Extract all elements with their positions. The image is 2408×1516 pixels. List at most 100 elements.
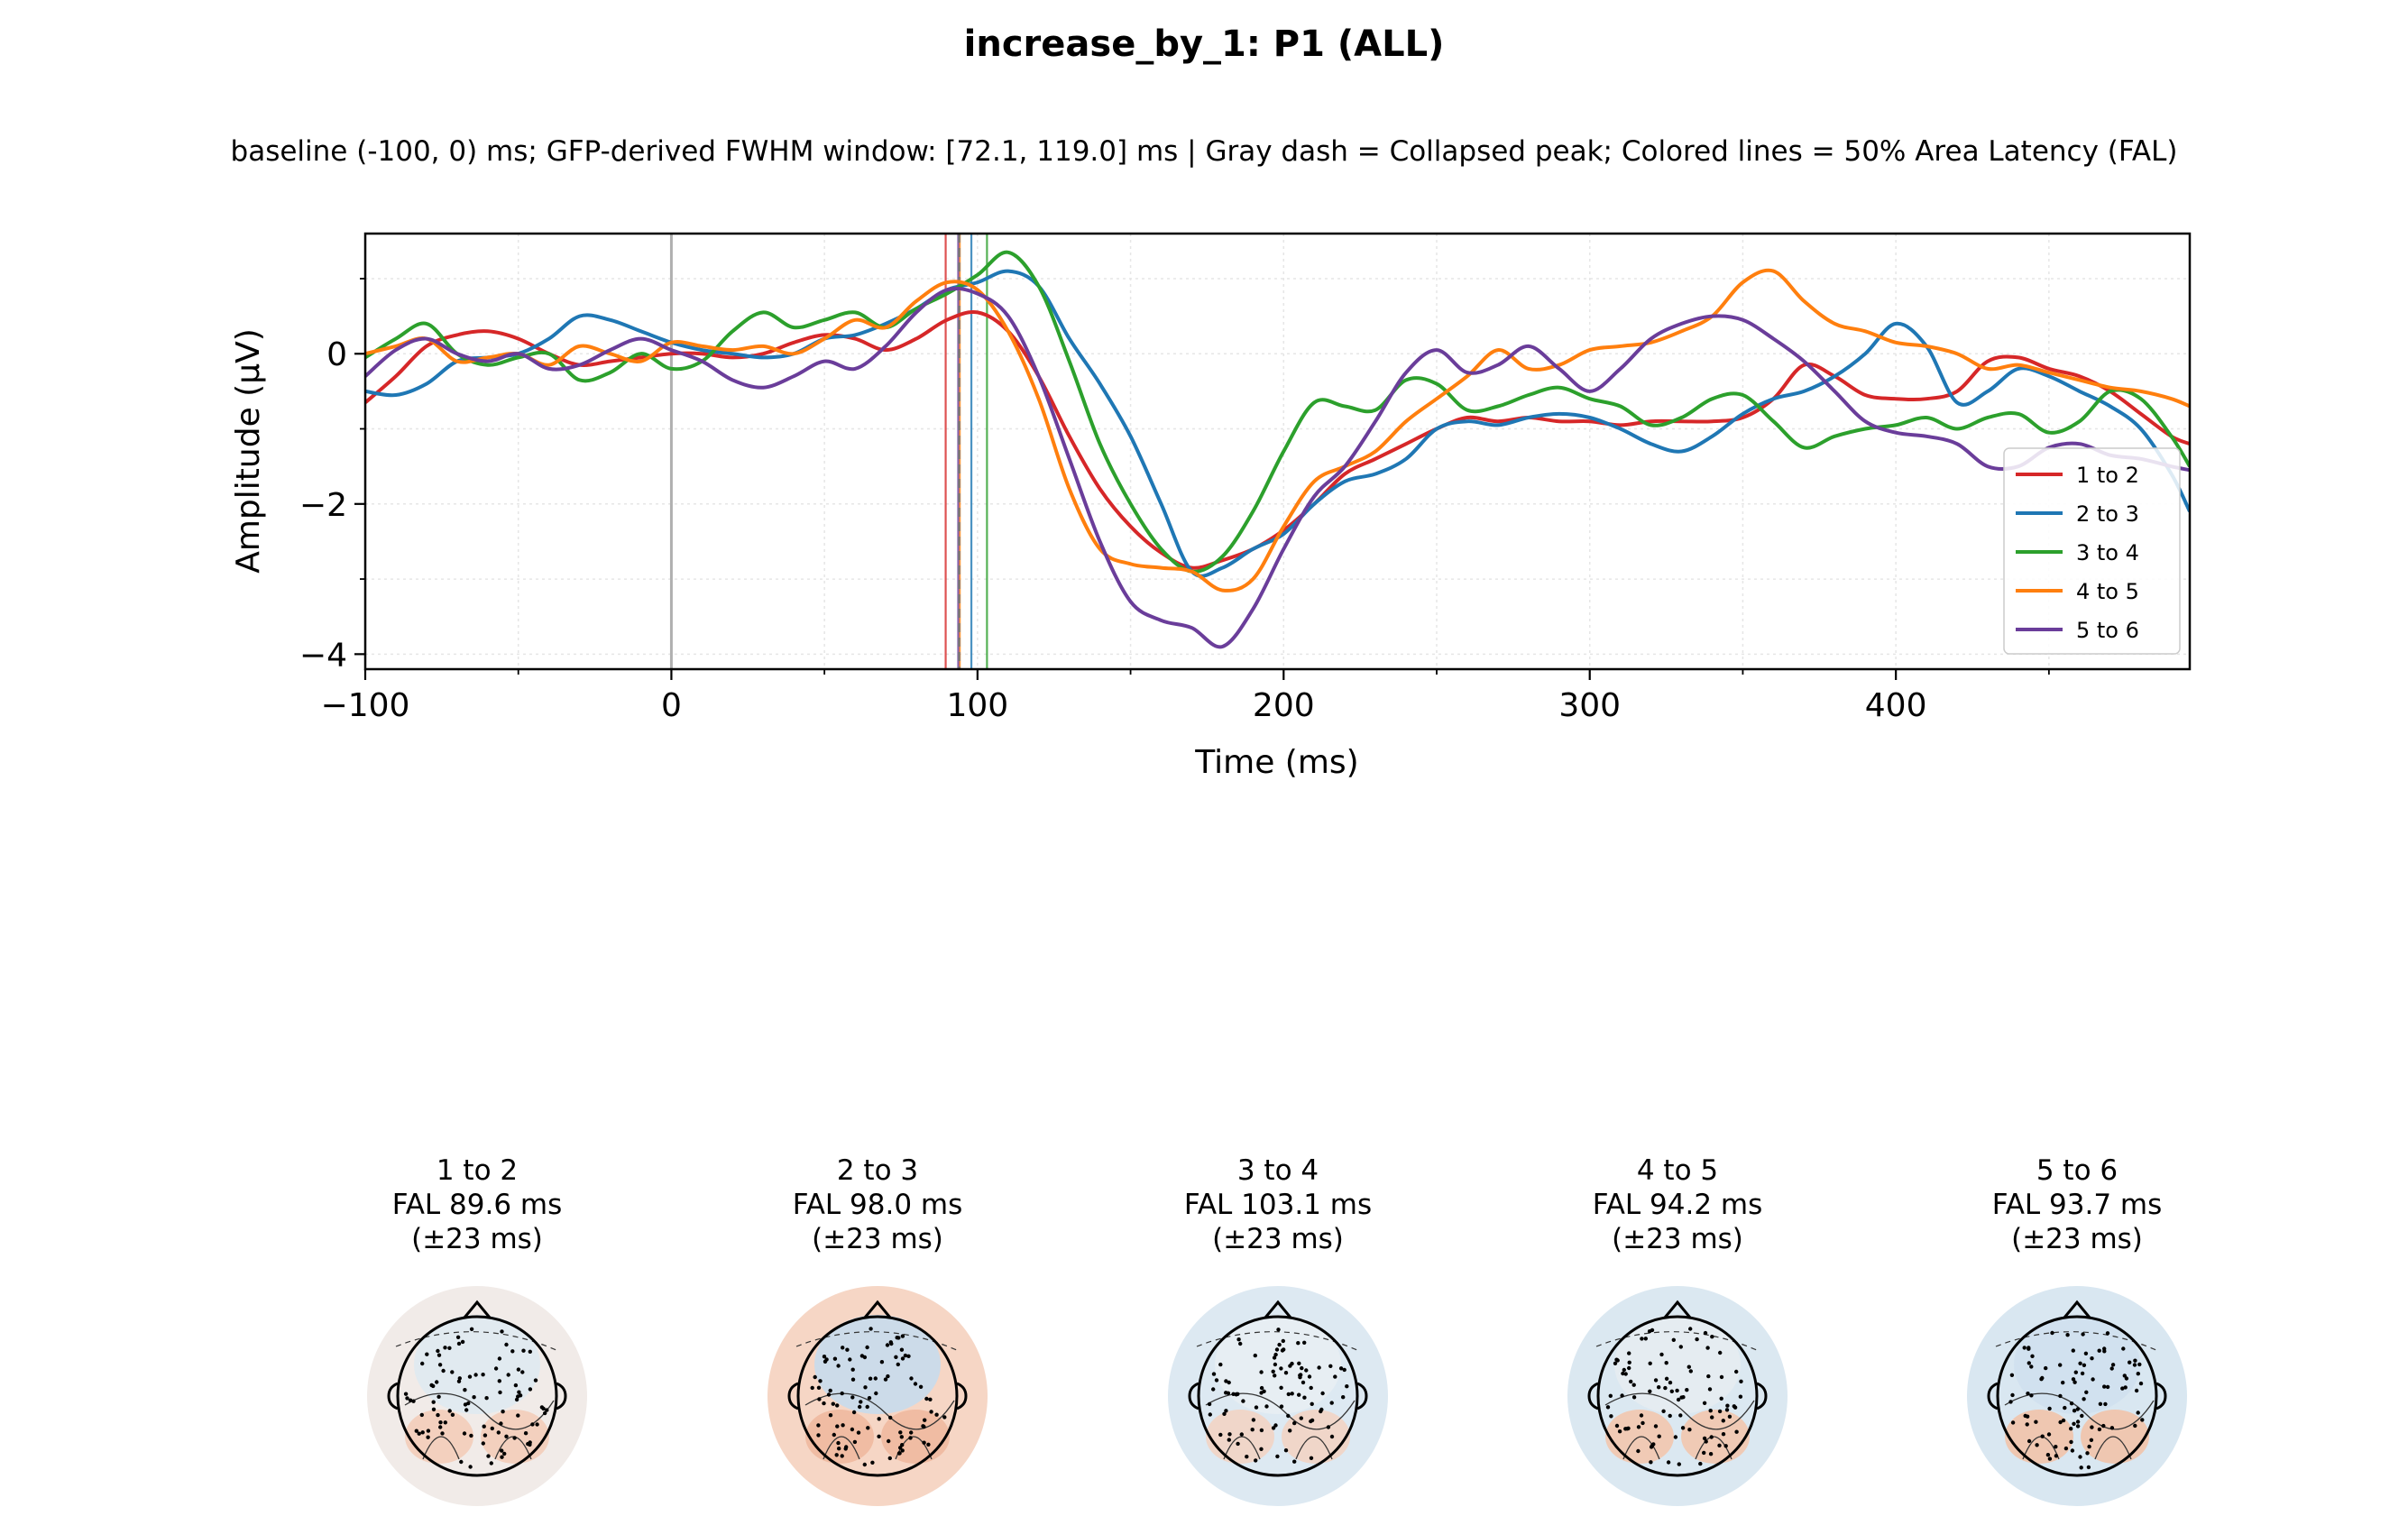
x-tick-label: 300 xyxy=(1558,687,1621,724)
sensor-dot xyxy=(502,1451,507,1456)
sensor-dot xyxy=(1207,1401,1212,1407)
sensor-dot xyxy=(2010,1392,2015,1398)
sensor-dot xyxy=(1218,1432,1223,1438)
topomap-label-fal-label: FAL 98.0 ms xyxy=(793,1189,963,1221)
sensor-dot xyxy=(1239,1432,1245,1437)
sensor-dot xyxy=(426,1435,430,1439)
sensor-dot xyxy=(481,1441,485,1446)
sensor-dot xyxy=(1702,1450,1706,1456)
sensor-dot xyxy=(924,1396,929,1401)
sensor-dot xyxy=(1613,1361,1618,1366)
sensor-dot xyxy=(2097,1348,2101,1353)
left-ear-outline xyxy=(1987,1382,1999,1410)
sensor-dot xyxy=(2058,1393,2063,1399)
y-tick-label: −4 xyxy=(299,637,347,674)
sensor-dot xyxy=(443,1420,447,1425)
sensor-dot xyxy=(908,1436,913,1440)
sensor-dot xyxy=(514,1397,519,1402)
sensor-dot xyxy=(1273,1352,1278,1357)
sensor-dot xyxy=(2122,1374,2127,1378)
topomap-label-fal-label: FAL 89.6 ms xyxy=(392,1189,563,1221)
sensor-dot xyxy=(2121,1346,2126,1351)
sensor-dot xyxy=(2054,1445,2058,1449)
sensor-dot xyxy=(1275,1454,1280,1459)
sensor-dot xyxy=(490,1426,494,1431)
sensor-dot xyxy=(2072,1421,2076,1427)
sensor-dot xyxy=(1671,1337,1677,1343)
sensor-dot xyxy=(431,1400,436,1404)
sensor-dot xyxy=(899,1347,905,1352)
legend-label: 5 to 6 xyxy=(2076,618,2139,643)
sensor-dot xyxy=(545,1408,549,1412)
sensor-dot xyxy=(466,1401,471,1406)
sensor-dot xyxy=(543,1410,547,1416)
sensor-dot xyxy=(2063,1405,2067,1410)
latency-markers xyxy=(669,234,988,669)
left-ear-outline xyxy=(787,1382,799,1410)
sensor-dot xyxy=(1688,1369,1694,1374)
sensor-dot xyxy=(1739,1379,1743,1384)
sensor-dot xyxy=(1227,1432,1232,1437)
legend: 1 to 2 2 to 3 3 to 4 4 to 5 5 to 6 xyxy=(2003,447,2181,655)
sensor-dot xyxy=(1707,1387,1713,1392)
sensor-dot xyxy=(2136,1372,2140,1376)
sensor-dot xyxy=(528,1349,532,1355)
sensor-dot xyxy=(440,1431,445,1436)
sensor-dot xyxy=(843,1447,848,1451)
sensor-dot xyxy=(1631,1395,1637,1400)
sensor-dot xyxy=(835,1403,840,1408)
sensor-dot xyxy=(1259,1370,1264,1374)
sensor-dot xyxy=(2022,1346,2027,1350)
sensor-dot xyxy=(1680,1426,1686,1430)
sensor-dot xyxy=(1282,1347,1286,1352)
sensor-dot xyxy=(1297,1392,1301,1397)
sensor-dot xyxy=(420,1361,425,1366)
topomap-contour xyxy=(1196,1331,1360,1352)
sensor-dot xyxy=(1333,1374,1337,1379)
head-outline xyxy=(796,1315,959,1477)
sensor-dot xyxy=(841,1346,845,1350)
sensor-dot xyxy=(523,1431,528,1436)
right-ear-outline xyxy=(1356,1382,1368,1410)
sensor-dot xyxy=(858,1404,862,1410)
x-axis: −100 0 100 200 300 400 xyxy=(321,669,2050,724)
sensor-dot xyxy=(1622,1367,1627,1373)
sensor-dot xyxy=(2133,1423,2137,1429)
topomap-contour xyxy=(1295,1436,1333,1460)
sensor-dot xyxy=(1695,1337,1699,1342)
topomap-contour xyxy=(1695,1436,1732,1460)
sensor-dot xyxy=(817,1397,822,1401)
sensor-dot xyxy=(483,1433,488,1438)
sensor-dot xyxy=(1342,1367,1346,1373)
sensor-dot xyxy=(2098,1401,2103,1407)
sensor-dot xyxy=(1309,1456,1314,1461)
x-axis-label: Time (ms) xyxy=(1194,744,1358,781)
sensor-dot xyxy=(2128,1360,2132,1364)
sensor-dot xyxy=(2132,1363,2137,1367)
sensor-dot xyxy=(1290,1392,1294,1396)
sensor-dot xyxy=(2058,1420,2063,1425)
sensor-dot xyxy=(1706,1374,1711,1379)
sensor-dot xyxy=(510,1349,515,1354)
topomap-frontal-region xyxy=(2014,1315,2140,1414)
sensor-dot xyxy=(1297,1361,1301,1366)
sensor-dot xyxy=(1647,1329,1652,1334)
sensor-dot xyxy=(2090,1425,2094,1429)
sensor-dot xyxy=(2085,1451,2090,1456)
sensor-dot xyxy=(1236,1441,1240,1447)
sensor-dot xyxy=(1661,1409,1666,1414)
sensor-dot xyxy=(1620,1393,1624,1398)
sensor-dot xyxy=(1717,1443,1722,1448)
x-tick-label: 0 xyxy=(661,687,682,724)
series-lines xyxy=(365,250,2190,649)
sensor-dot xyxy=(1640,1337,1644,1341)
sensor-dot xyxy=(1721,1419,1726,1423)
sensor-dot xyxy=(411,1399,416,1403)
sensor-dot xyxy=(1283,1371,1289,1375)
sensor-dot xyxy=(2109,1366,2114,1371)
sensor-dot xyxy=(1299,1416,1304,1420)
sensor-dot xyxy=(1310,1401,1314,1407)
sensor-dot xyxy=(1643,1337,1649,1341)
